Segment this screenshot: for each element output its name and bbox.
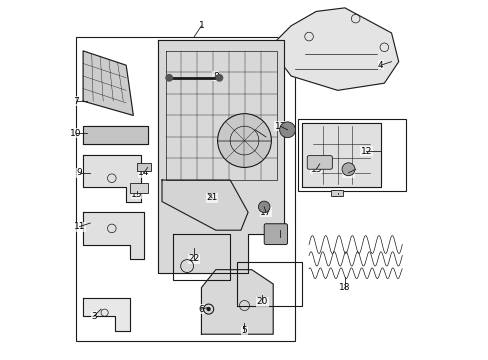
Text: 19: 19 [274, 233, 285, 242]
FancyBboxPatch shape [330, 190, 343, 196]
Circle shape [206, 307, 210, 311]
Circle shape [258, 201, 269, 213]
Polygon shape [158, 40, 284, 273]
FancyBboxPatch shape [129, 183, 147, 193]
Polygon shape [83, 155, 140, 202]
Text: 10: 10 [70, 129, 81, 138]
Text: 14: 14 [138, 168, 149, 177]
Circle shape [279, 122, 295, 138]
Text: 21: 21 [206, 193, 218, 202]
Text: 2: 2 [263, 132, 268, 141]
Text: 14: 14 [331, 190, 343, 199]
Text: 5: 5 [241, 326, 247, 335]
FancyBboxPatch shape [306, 156, 332, 169]
Circle shape [341, 163, 354, 176]
Text: 15: 15 [131, 190, 142, 199]
Text: 9: 9 [77, 168, 82, 177]
Circle shape [216, 75, 222, 81]
Text: 17: 17 [260, 208, 271, 217]
Text: 7: 7 [73, 96, 79, 105]
Polygon shape [83, 298, 129, 330]
FancyBboxPatch shape [264, 224, 287, 244]
Text: 11: 11 [74, 222, 85, 231]
Text: 16: 16 [342, 168, 353, 177]
Circle shape [217, 114, 271, 167]
Text: 15: 15 [310, 165, 321, 174]
Polygon shape [162, 180, 247, 230]
Text: 20: 20 [256, 297, 267, 306]
Circle shape [165, 75, 172, 81]
Text: 6: 6 [198, 305, 204, 314]
Text: 1: 1 [198, 21, 204, 30]
Polygon shape [83, 51, 133, 116]
Polygon shape [201, 270, 273, 334]
Text: 8: 8 [212, 72, 218, 81]
Text: 13: 13 [274, 122, 285, 131]
Text: 3: 3 [91, 312, 97, 321]
Polygon shape [269, 8, 398, 90]
Text: 18: 18 [339, 283, 350, 292]
Polygon shape [301, 123, 380, 187]
Text: 12: 12 [360, 147, 371, 156]
Polygon shape [83, 126, 147, 144]
FancyBboxPatch shape [137, 163, 151, 171]
Text: 4: 4 [377, 61, 383, 70]
Polygon shape [83, 212, 144, 259]
Text: 22: 22 [188, 255, 200, 264]
